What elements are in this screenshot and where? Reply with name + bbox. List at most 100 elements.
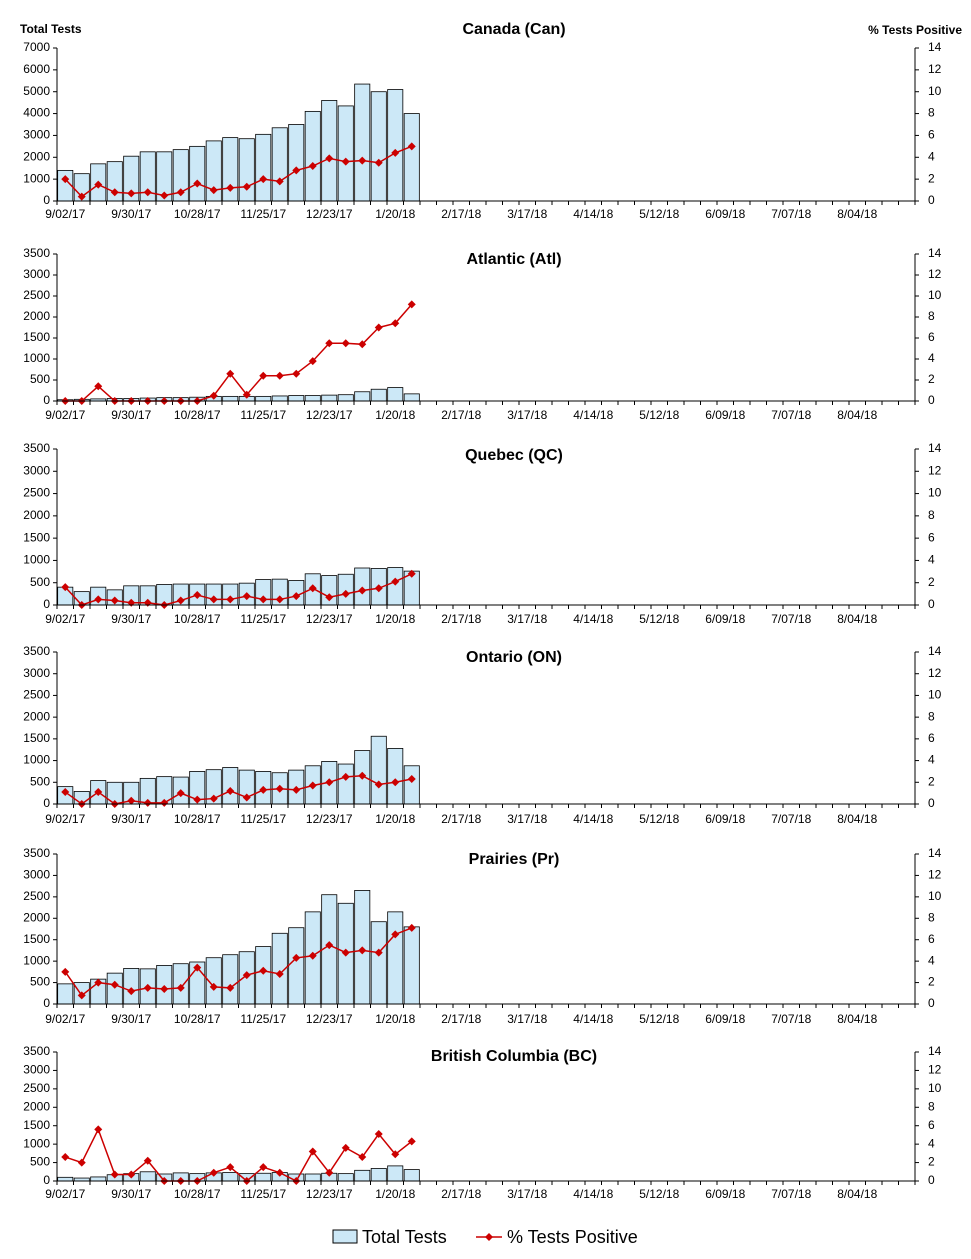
marker: [61, 1153, 70, 1162]
x-tick-label: 7/07/18: [771, 1187, 811, 1201]
y-tick-label: 500: [30, 774, 50, 788]
marker: [160, 798, 169, 807]
x-tick-label: 4/14/18: [573, 1187, 613, 1201]
x-tick-label: 11/25/17: [240, 1012, 286, 1026]
bar: [271, 395, 288, 402]
x-tick-label: 9/02/17: [45, 612, 85, 626]
bar: [271, 127, 288, 202]
chart-title: British Columbia (BC): [431, 1048, 597, 1065]
y2-axis-title: % Tests Positive: [868, 23, 962, 37]
bar: [387, 911, 404, 1005]
marker: [341, 589, 350, 598]
bar: [189, 145, 206, 202]
marker: [325, 941, 334, 950]
y-tick-label: 500: [30, 975, 50, 989]
y-tick-label: 500: [30, 372, 50, 386]
marker: [193, 179, 202, 188]
marker: [226, 595, 235, 604]
marker: [242, 182, 251, 191]
marker: [143, 798, 152, 807]
marker: [325, 778, 334, 787]
marker: [143, 188, 152, 197]
x-tick-label: 5/12/18: [639, 812, 679, 826]
bar: [403, 113, 420, 202]
bar: [304, 110, 321, 202]
y-tick-label: 2000: [23, 1099, 50, 1113]
y2-tick-label: 10: [928, 889, 942, 903]
y-tick-label: 3500: [23, 644, 50, 658]
y-tick-label: 500: [30, 1155, 50, 1169]
marker: [61, 583, 70, 592]
marker: [226, 369, 235, 378]
y2-tick-label: 6: [928, 932, 935, 946]
y-tick-label: 2000: [23, 709, 50, 723]
y2-tick-label: 12: [928, 463, 942, 477]
marker: [358, 340, 367, 349]
y2-tick-label: 12: [928, 868, 942, 882]
y2-tick-label: 10: [928, 1081, 942, 1095]
x-tick-label: 11/25/17: [240, 408, 286, 422]
y-tick-label: 3000: [23, 463, 50, 477]
marker: [341, 339, 350, 348]
marker: [325, 339, 334, 348]
x-tick-label: 10/28/17: [174, 612, 221, 626]
y-tick-label: 1000: [23, 753, 50, 767]
bar: [304, 1173, 321, 1182]
y2-tick-label: 2: [928, 372, 935, 386]
marker: [209, 794, 218, 803]
bar: [370, 921, 387, 1005]
y-tick-label: 2500: [23, 486, 50, 500]
bar: [172, 963, 189, 1005]
x-tick-label: 6/09/18: [705, 612, 745, 626]
marker: [94, 1125, 103, 1134]
marker: [407, 300, 416, 309]
marker: [308, 951, 317, 960]
chart-title: Prairies (Pr): [469, 851, 560, 868]
marker: [110, 1170, 119, 1179]
x-tick-label: 10/28/17: [174, 812, 221, 826]
marker: [341, 948, 350, 957]
x-tick-label: 2/17/18: [441, 207, 481, 221]
bar: [337, 763, 354, 805]
marker: [143, 983, 152, 992]
x-tick-label: 3/17/18: [507, 207, 547, 221]
marker: [160, 191, 169, 200]
y-tick-label: 1500: [23, 530, 50, 544]
y-tick-label: 3500: [23, 1044, 50, 1058]
y2-tick-label: 10: [928, 688, 942, 702]
x-tick-label: 9/30/17: [111, 207, 151, 221]
marker: [209, 391, 218, 400]
legend-swatch: [332, 1229, 358, 1244]
x-tick-label: 6/09/18: [705, 1187, 745, 1201]
bar: [238, 138, 255, 202]
bar: [354, 1169, 371, 1182]
bar: [255, 1172, 272, 1182]
x-tick-label: 10/28/17: [174, 1187, 221, 1201]
marker: [275, 595, 284, 604]
x-tick-label: 12/23/17: [306, 812, 353, 826]
x-tick-label: 12/23/17: [306, 1187, 353, 1201]
x-tick-label: 4/14/18: [573, 408, 613, 422]
x-tick-label: 3/17/18: [507, 1187, 547, 1201]
y2-tick-label: 10: [928, 84, 942, 98]
y-tick-label: 2500: [23, 889, 50, 903]
x-tick-label: 2/17/18: [441, 612, 481, 626]
marker: [407, 142, 416, 151]
y-tick-label: 500: [30, 575, 50, 589]
marker: [143, 1156, 152, 1165]
marker: [209, 1168, 218, 1177]
bar: [90, 1176, 107, 1182]
bar: [156, 965, 173, 1005]
marker: [77, 1158, 86, 1167]
marker: [374, 780, 383, 789]
y2-tick-label: 12: [928, 1063, 942, 1077]
y-tick-label: 3000: [23, 666, 50, 680]
legend-label: Total Tests: [362, 1227, 447, 1247]
y2-tick-label: 2: [928, 575, 935, 589]
x-tick-label: 6/09/18: [705, 812, 745, 826]
y-tick-label: 2000: [23, 910, 50, 924]
y-tick-label: 2000: [23, 149, 50, 163]
x-tick-label: 11/25/17: [240, 612, 286, 626]
bar: [403, 1169, 420, 1182]
y2-tick-label: 14: [928, 40, 942, 54]
